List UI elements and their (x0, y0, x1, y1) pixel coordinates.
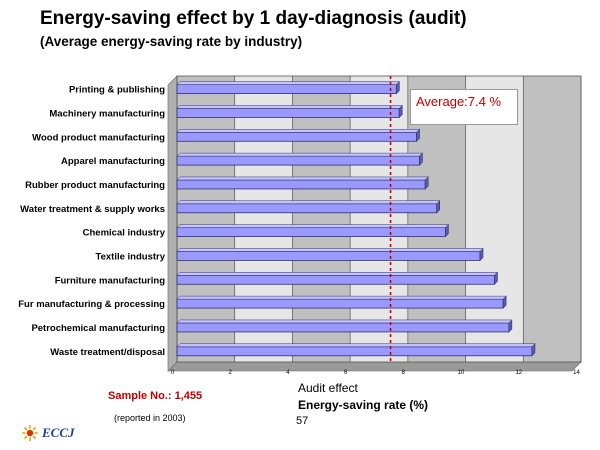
bar-top-2 (176, 129, 421, 133)
bar-top-1 (176, 105, 403, 109)
plot-band (292, 76, 351, 362)
x-tick-label: 2 (229, 370, 233, 376)
category-label: Machinery manufacturing (49, 108, 165, 119)
x-axis-label-line1: Audit effect (298, 381, 358, 395)
bar-top-7 (176, 248, 484, 252)
bar-7 (176, 251, 481, 261)
plot-frame (176, 75, 582, 363)
average-annotation: Average:7.4 % (410, 89, 518, 125)
category-label: Wood product manufacturing (32, 132, 165, 143)
bar-3 (176, 155, 420, 166)
category-label: Chemical industry (83, 228, 166, 239)
bar-top-8 (176, 272, 499, 276)
category-label: Fur manufacturing & processing (18, 299, 165, 310)
bar-2 (176, 131, 417, 142)
bar-top-3 (176, 152, 424, 157)
bar-4 (176, 179, 426, 190)
bar-1 (176, 108, 400, 118)
bar-6 (176, 227, 446, 238)
bar-0 (176, 84, 397, 95)
bar-11 (176, 346, 533, 357)
bar-5 (176, 203, 438, 214)
category-label: Textile industry (95, 251, 165, 262)
page-number: 57 (296, 415, 309, 427)
bar-9 (176, 298, 504, 309)
eccj-logo: ECCJ (22, 425, 75, 441)
x-tick-label: 10 (458, 370, 465, 376)
sample-count: Sample No.: 1,455 (108, 390, 203, 402)
bar-10 (176, 322, 510, 333)
category-label: Rubber product manufacturing (25, 180, 165, 191)
bar-top-9 (176, 295, 507, 300)
logo-text: ECCJ (42, 425, 75, 440)
category-label: Waste treatment/disposal (50, 347, 165, 358)
bar-top-6 (176, 224, 449, 228)
x-tick-label: 14 (573, 370, 580, 376)
plot-band (177, 76, 235, 362)
x-tick-label: 12 (515, 370, 522, 376)
report-year-note: (reported in 2003) (114, 413, 186, 423)
bar-top-11 (176, 343, 536, 348)
page-title: Energy-saving effect by 1 day-diagnosis … (40, 8, 467, 29)
bar-top-10 (176, 319, 513, 324)
x-tick-label: 6 (344, 370, 348, 376)
category-label: Water treatment & supply works (20, 204, 165, 215)
category-label: Furniture manufacturing (55, 275, 166, 286)
category-label: Apparel manufacturing (61, 156, 165, 167)
bar-top-0 (176, 81, 400, 85)
x-tick-label: 0 (171, 370, 175, 376)
plot-side-wall (167, 75, 178, 372)
page-subtitle: (Average energy-saving rate by industry) (40, 34, 303, 49)
plot-band (523, 76, 581, 362)
plot-band (350, 76, 408, 362)
x-tick-label: 8 (402, 370, 406, 376)
bar-top-4 (176, 176, 429, 181)
category-label: Printing & publishing (69, 85, 165, 96)
bar-top-5 (176, 200, 441, 205)
plot-band (234, 76, 293, 362)
category-label: Petrochemical manufacturing (31, 323, 165, 334)
x-axis-label-line2: Energy-saving rate (%) (298, 398, 429, 412)
sun-icon (22, 425, 38, 441)
x-tick-label: 4 (286, 370, 290, 376)
bar-8 (176, 274, 495, 285)
